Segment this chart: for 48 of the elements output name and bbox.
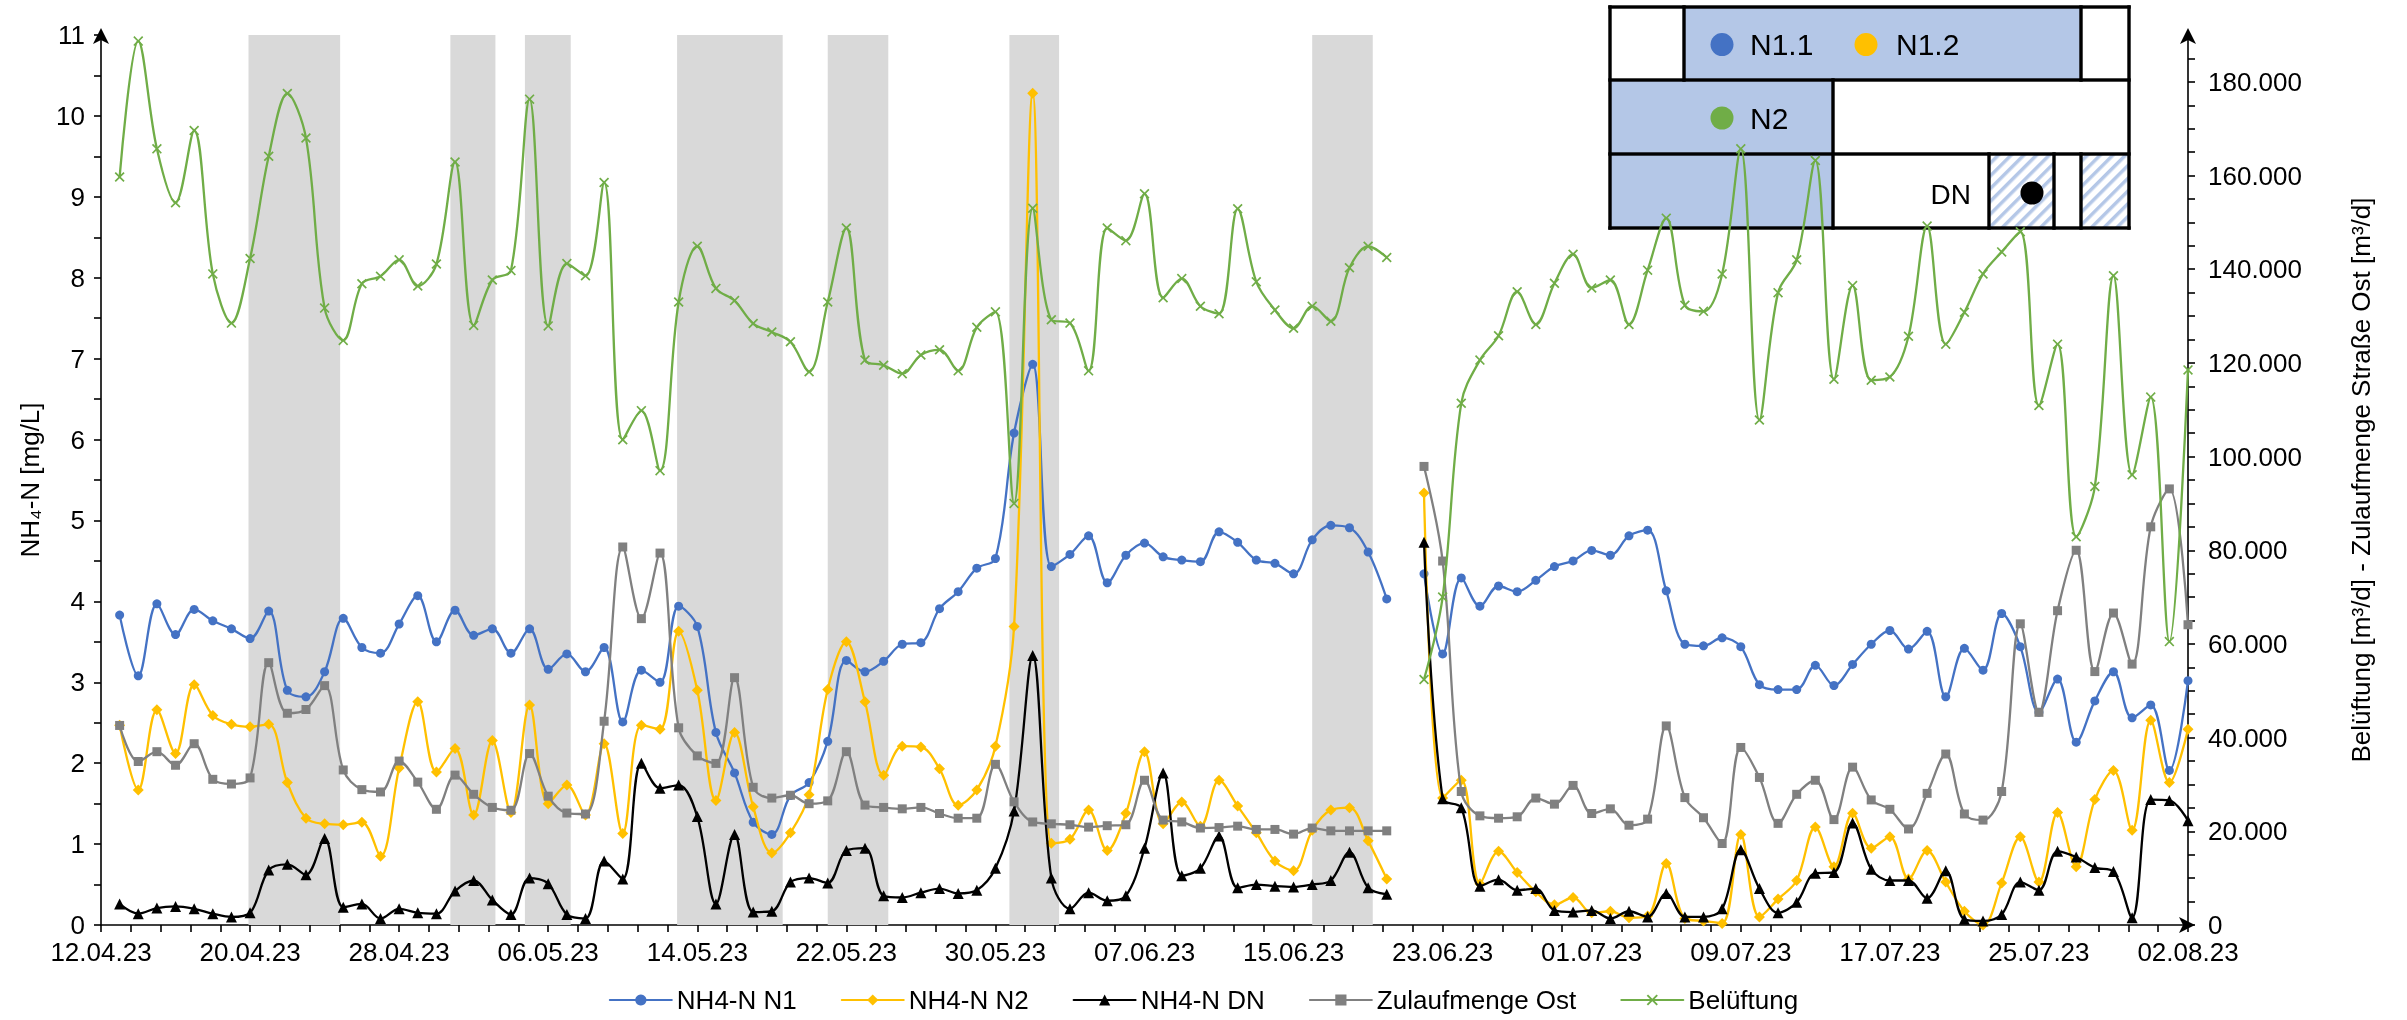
y-axis-title: NH₄-N [mg/L] xyxy=(15,402,45,558)
x-tick-label: 06.05.23 xyxy=(497,937,599,967)
x-tick-label: 14.05.23 xyxy=(646,937,748,967)
x-tick-label: 12.04.23 xyxy=(50,937,152,967)
y2-tick-label: 160.000 xyxy=(2208,160,2302,191)
annotation: N2 xyxy=(1750,101,1789,135)
y-tick-label: 0 xyxy=(70,910,85,940)
y-tick-label: 9 xyxy=(70,181,85,212)
annotation: DN xyxy=(1930,178,1971,210)
legend-label: NH4-N N2 xyxy=(908,985,1029,1015)
x-tick-label: 09.07.23 xyxy=(1690,937,1792,967)
x-tick-label: 20.04.23 xyxy=(199,937,301,967)
y2-tick-label: 40.000 xyxy=(2208,722,2288,753)
y2-tick-label: 140.000 xyxy=(2208,254,2302,285)
legend-label: NH4-N N1 xyxy=(676,985,797,1015)
annotation: N1.2 xyxy=(1896,28,1960,62)
y-tick-label: 8 xyxy=(70,262,85,293)
x-tick-label: 22.05.23 xyxy=(795,937,897,967)
y2-tick-label: 80.000 xyxy=(2208,535,2288,566)
y2-tick-label: 20.000 xyxy=(2208,816,2288,847)
x-tick-label: 28.04.23 xyxy=(348,937,450,967)
x-tick-label: 01.07.23 xyxy=(1541,937,1643,967)
legend-label: Belüftung xyxy=(1688,985,1799,1015)
y2-tick-label: 180.000 xyxy=(2208,66,2302,97)
y2-tick-label: 0 xyxy=(2208,910,2223,940)
annotation: N1.1 xyxy=(1750,28,1814,62)
y-tick-label: 11 xyxy=(58,20,85,50)
y-tick-label: 2 xyxy=(70,748,85,779)
legend-label: Zulaufmenge Ost xyxy=(1376,985,1578,1015)
y-tick-label: 6 xyxy=(70,424,85,455)
y-tick-label: 10 xyxy=(56,100,85,131)
legend-label: NH4-N DN xyxy=(1140,985,1265,1015)
y-tick-label: 7 xyxy=(70,343,85,374)
x-tick-label: 15.06.23 xyxy=(1242,937,1345,967)
y-tick-label: 4 xyxy=(70,586,85,617)
x-tick-label: 23.06.23 xyxy=(1392,937,1494,967)
x-tick-label: 02.08.23 xyxy=(2137,937,2239,967)
x-tick-label: 07.06.23 xyxy=(1093,937,1196,967)
y-tick-label: 3 xyxy=(70,667,85,698)
y-tick-label: 1 xyxy=(70,829,85,860)
y2-axis-title: Belüftung [m³/d] - Zulaufmenge Straße Ost [m³/d] xyxy=(2346,197,2376,763)
x-tick-label: 25.07.23 xyxy=(1988,937,2090,967)
x-tick-label: 17.07.23 xyxy=(1839,937,1941,967)
y2-tick-label: 60.000 xyxy=(2208,628,2288,659)
x-tick-label: 30.05.23 xyxy=(944,937,1047,967)
y2-tick-label: 120.000 xyxy=(2208,347,2302,378)
y2-tick-label: 100.000 xyxy=(2208,441,2302,472)
y-tick-label: 5 xyxy=(70,505,85,536)
